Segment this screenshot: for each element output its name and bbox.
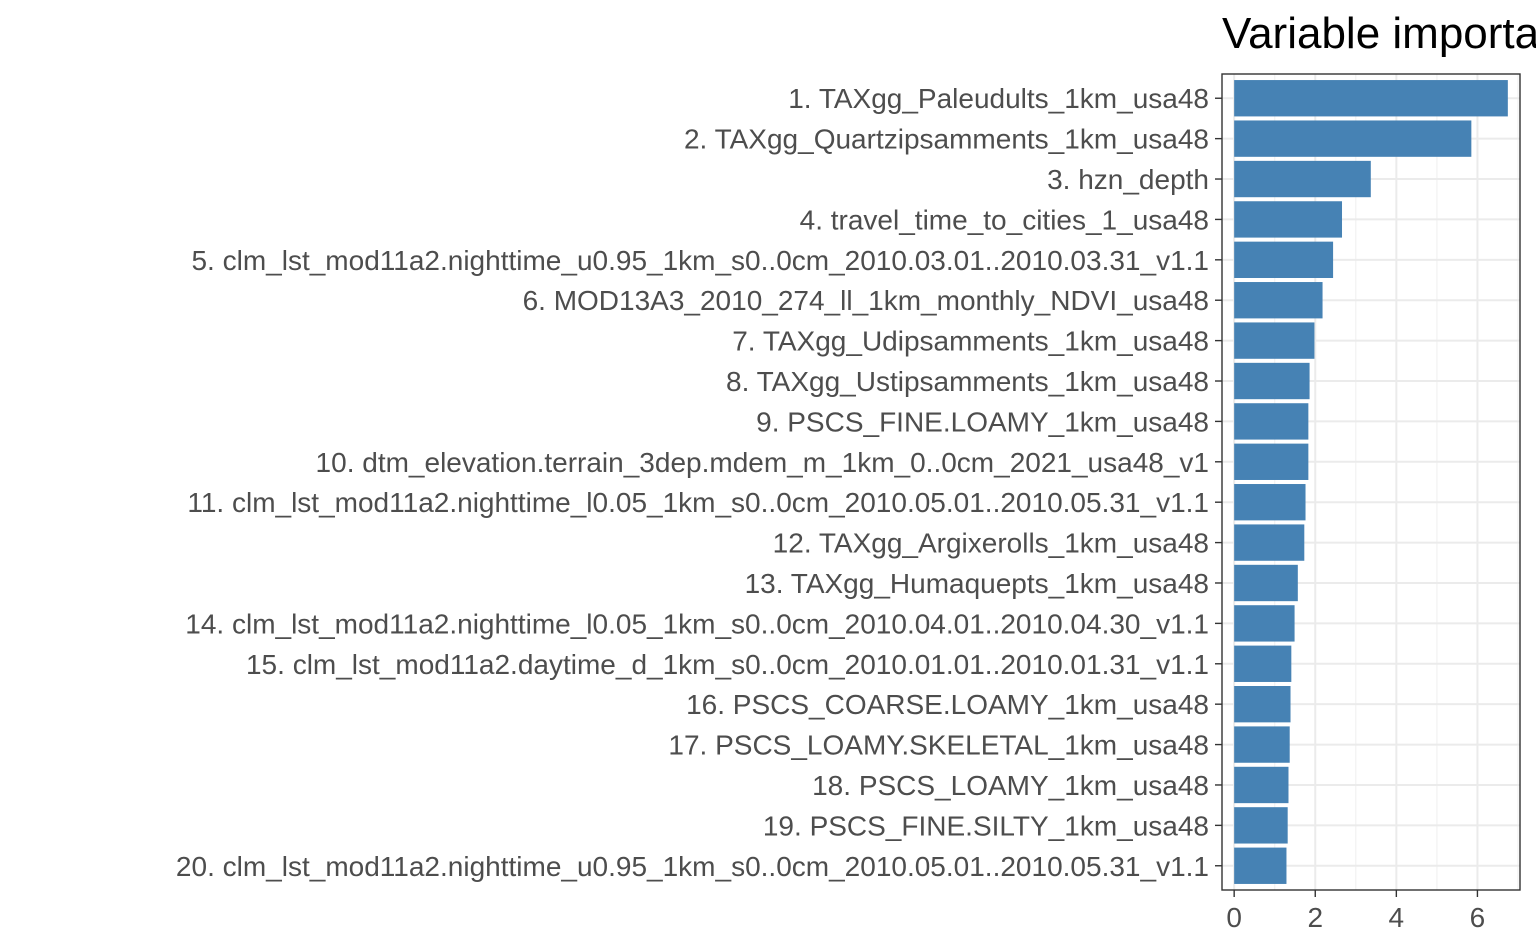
y-tick-label: 10. dtm_elevation.terrain_3dep.mdem_m_1k…	[316, 447, 1209, 478]
bar	[1234, 80, 1508, 117]
y-tick-label: 12. TAXgg_Argixerolls_1km_usa48	[773, 528, 1209, 559]
y-tick-label: 1. TAXgg_Paleudults_1km_usa48	[788, 83, 1209, 114]
bar	[1234, 686, 1291, 723]
y-tick-label: 7. TAXgg_Udipsamments_1km_usa48	[732, 326, 1209, 357]
y-tick-label: 11. clm_lst_mod11a2.nighttime_l0.05_1km_…	[187, 487, 1209, 518]
bar	[1234, 564, 1298, 602]
y-tick-label: 20. clm_lst_mod11a2.nighttime_u0.95_1km_…	[176, 851, 1209, 882]
bar	[1234, 766, 1289, 804]
y-tick-label: 3. hzn_depth	[1047, 164, 1209, 195]
bar	[1234, 443, 1309, 480]
bar	[1234, 241, 1334, 278]
y-tick-label: 17. PSCS_LOAMY.SKELETAL_1km_usa48	[668, 730, 1209, 761]
y-tick-label: 13. TAXgg_Humaquepts_1km_usa48	[745, 568, 1209, 599]
bar	[1234, 160, 1371, 198]
bars	[1234, 80, 1508, 884]
bar	[1234, 807, 1288, 844]
x-tick-label: 0	[1226, 902, 1242, 933]
y-tick-label: 18. PSCS_LOAMY_1km_usa48	[812, 770, 1209, 801]
y-tick-label: 2. TAXgg_Quartzipsamments_1km_usa48	[684, 124, 1209, 155]
bar	[1234, 847, 1287, 884]
y-axis: 1. TAXgg_Paleudults_1km_usa48 2. TAXgg_Qu…	[176, 83, 1222, 882]
y-tick-label: 16. PSCS_COARSE.LOAMY_1km_usa48	[686, 689, 1209, 720]
bar	[1234, 605, 1295, 642]
bar	[1234, 524, 1305, 561]
bar	[1234, 403, 1309, 440]
y-tick-label: 14. clm_lst_mod11a2.nighttime_l0.05_1km_…	[185, 608, 1209, 639]
bar	[1234, 322, 1315, 359]
y-tick-label: 4. travel_time_to_cities_1_usa48	[800, 204, 1209, 235]
x-tick-label: 6	[1470, 902, 1486, 933]
y-tick-label: 15. clm_lst_mod11a2.daytime_d_1km_s0..0c…	[246, 649, 1209, 680]
bar	[1234, 726, 1290, 763]
x-tick-label: 2	[1307, 902, 1323, 933]
x-tick-label: 4	[1389, 902, 1405, 933]
chart-title: Variable importance	[1222, 9, 1536, 58]
x-axis: 0 2 4 6	[1226, 890, 1485, 933]
bar	[1234, 201, 1343, 238]
y-tick-label: 9. PSCS_FINE.LOAMY_1km_usa48	[756, 406, 1209, 437]
bar	[1234, 282, 1323, 319]
bar	[1234, 484, 1306, 521]
bar	[1234, 120, 1472, 157]
bar	[1234, 645, 1292, 682]
bar	[1234, 362, 1310, 400]
y-tick-label: 8. TAXgg_Ustipsamments_1km_usa48	[726, 366, 1209, 397]
y-tick-label: 6. MOD13A3_2010_274_ll_1km_monthly_NDVI_…	[523, 285, 1209, 316]
y-tick-label: 19. PSCS_FINE.SILTY_1km_usa48	[763, 810, 1209, 841]
y-tick-label: 5. clm_lst_mod11a2.nighttime_u0.95_1km_s…	[191, 245, 1209, 276]
panel-border	[1221, 73, 1521, 891]
